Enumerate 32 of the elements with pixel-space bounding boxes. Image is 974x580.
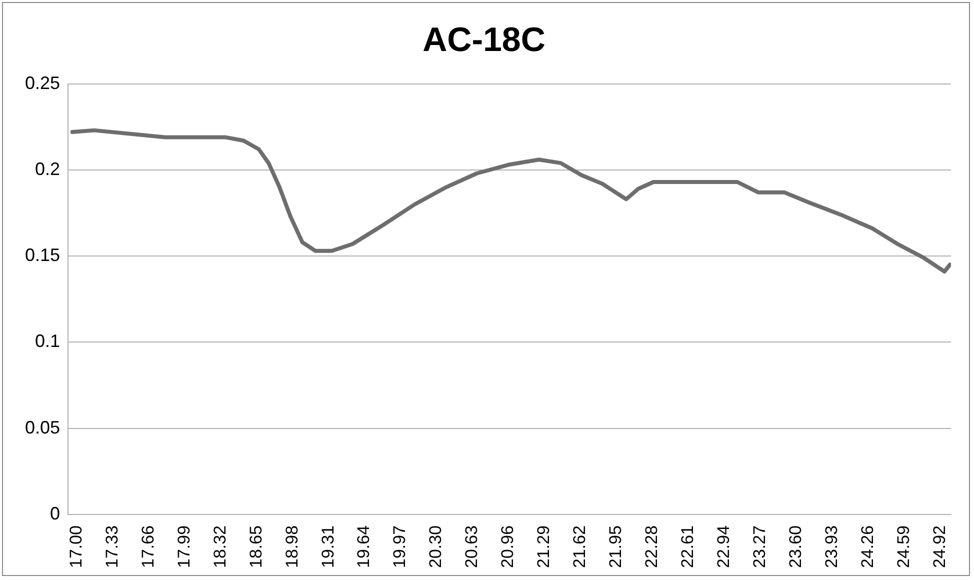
- x-tick-label: 24.92: [930, 525, 949, 568]
- x-tick-label: 23.93: [822, 525, 841, 568]
- x-tick-label: 17.66: [138, 525, 158, 568]
- x-tick-label: 23.27: [750, 525, 769, 568]
- y-tick-label: 0.15: [24, 245, 60, 266]
- x-tick-label: 18.98: [282, 525, 302, 568]
- y-tick-label: 0: [50, 503, 60, 524]
- y-tick-label: 0.1: [35, 331, 60, 352]
- x-tick-label: 18.65: [246, 525, 266, 568]
- x-tick-label: 22.28: [642, 525, 662, 568]
- x-tick-label: 17.00: [66, 525, 86, 568]
- x-tick-label: 17.99: [174, 525, 194, 568]
- x-tick-label: 19.97: [390, 525, 410, 568]
- x-tick-label: 24.59: [894, 525, 913, 568]
- x-tick-label: 20.96: [498, 525, 518, 568]
- x-tick-label: 22.61: [678, 525, 697, 568]
- x-tick-label: 23.60: [786, 525, 805, 568]
- x-tick-label: 20.63: [462, 525, 482, 568]
- x-tick-label: 19.31: [318, 525, 338, 568]
- x-tick-label: 24.26: [858, 525, 877, 568]
- x-tick-label: 18.32: [210, 525, 230, 568]
- x-tick-label: 20.30: [426, 525, 446, 568]
- x-tick-label: 22.94: [714, 525, 733, 568]
- x-tick-label: 17.33: [102, 525, 122, 568]
- x-tick-label: 19.64: [354, 525, 374, 568]
- y-tick-label: 0.2: [35, 158, 60, 179]
- chart-title: AC-18C: [422, 20, 546, 59]
- x-tick-label: 21.95: [606, 525, 626, 568]
- y-tick-label: 0.25: [24, 72, 60, 93]
- x-tick-label: 21.29: [534, 525, 554, 568]
- y-tick-label: 0.05: [24, 417, 60, 438]
- x-tick-label: 21.62: [570, 525, 590, 568]
